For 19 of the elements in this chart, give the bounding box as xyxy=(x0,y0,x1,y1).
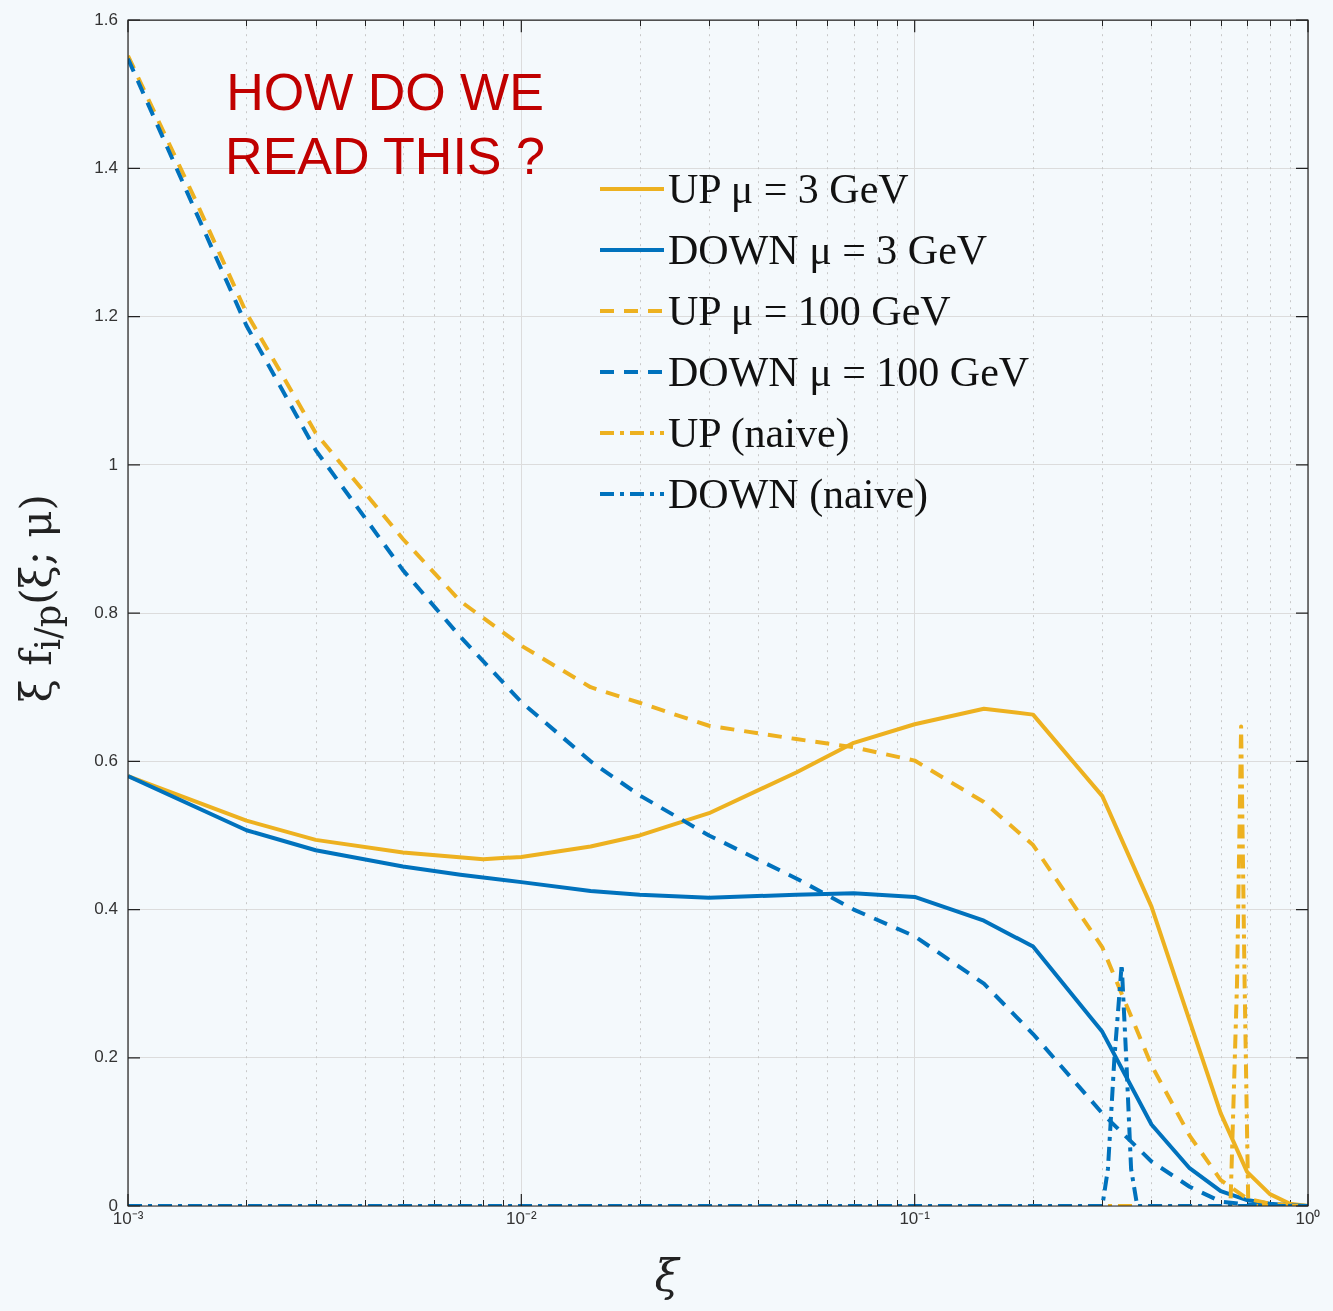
y-tick-label: 1 xyxy=(108,454,118,474)
y-tick-label: 0.8 xyxy=(94,602,118,622)
legend-label: UP μ = 3 GeV xyxy=(668,164,909,213)
x-axis-title: ξ xyxy=(653,1250,682,1301)
legend-label: UP (naive) xyxy=(668,408,850,457)
x-tick-label: 10⁰ xyxy=(1295,1208,1321,1228)
y-tick-label: 1.6 xyxy=(94,9,118,29)
legend-label: DOWN μ = 100 GeV xyxy=(668,347,1030,396)
annotation: HOW DO WE READ THIS ? xyxy=(224,62,546,187)
legend-label: DOWN (naive) xyxy=(668,469,929,518)
legend-label: UP μ = 100 GeV xyxy=(668,286,951,335)
y-tick-label: 0.6 xyxy=(94,751,118,771)
x-tick-label: 10⁻² xyxy=(506,1208,537,1228)
y-tick-label: 1.2 xyxy=(94,306,118,326)
y-tick-label: 0.4 xyxy=(94,899,118,919)
x-tick-label: 10⁻¹ xyxy=(899,1208,931,1228)
y-tick-label: 1.4 xyxy=(94,158,118,178)
y-tick-label: 0.2 xyxy=(94,1047,118,1067)
legend-label: DOWN μ = 3 GeV xyxy=(668,225,988,274)
